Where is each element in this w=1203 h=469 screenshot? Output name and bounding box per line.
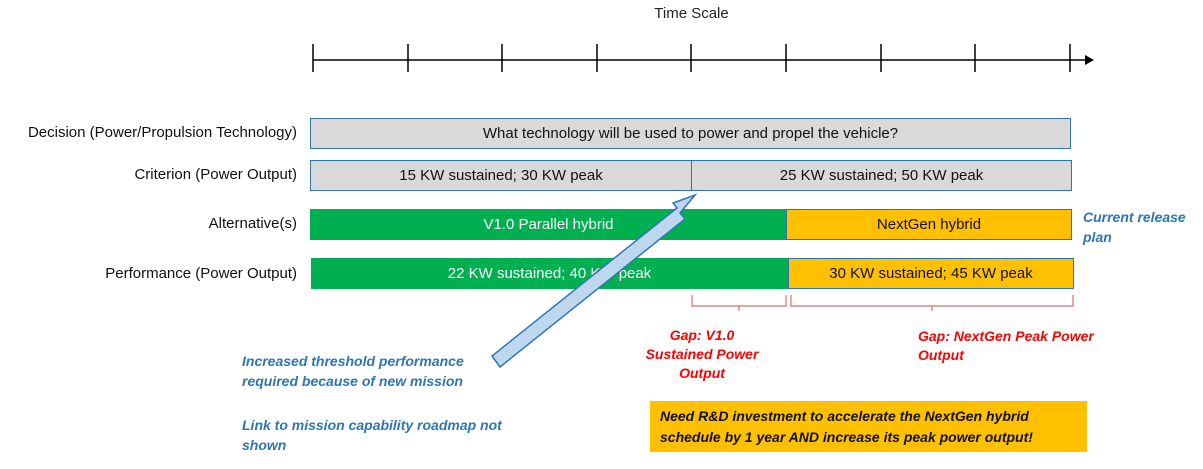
row-label-decision: Decision (Power/Propulsion Technology) <box>27 124 297 141</box>
performance-nextgen-bar: 30 KW sustained; 45 KW peak <box>788 258 1074 289</box>
roadmap-link-note: Link to mission capability roadmap not s… <box>242 417 502 453</box>
criterion-future-bar: 25 KW sustained; 50 KW peak <box>691 160 1072 191</box>
alternative-nextgen-bar: NextGen hybrid <box>786 209 1072 240</box>
row-label-criterion: Criterion (Power Output) <box>134 166 297 183</box>
row-label-performance: Performance (Power Output) <box>105 265 297 282</box>
decision-bar: What technology will be used to power an… <box>310 118 1071 149</box>
criterion-current-bar: 15 KW sustained; 30 KW peak <box>310 160 692 191</box>
gap-bracket-v1 <box>691 295 787 311</box>
alternative-v1-bar: V1.0 Parallel hybrid <box>310 209 787 240</box>
current-release-plan-note: Current release plan <box>1083 209 1186 245</box>
row-label-alternative: Alternative(s) <box>208 215 297 232</box>
gap-nextgen-note: Gap: NextGen Peak Power Output <box>918 328 1094 363</box>
increased-threshold-note: Increased threshold performance required… <box>242 353 464 389</box>
gap-bracket-nextgen <box>790 295 1074 311</box>
timeline-axis <box>312 44 1094 72</box>
rnd-investment-callout: Need R&D investment to accelerate the Ne… <box>650 401 1087 452</box>
gap-v1-note: Gap: V1.0 Sustained Power Output <box>645 327 759 381</box>
time-scale-title: Time Scale <box>654 5 729 22</box>
threshold-increase-arrow <box>490 193 698 369</box>
